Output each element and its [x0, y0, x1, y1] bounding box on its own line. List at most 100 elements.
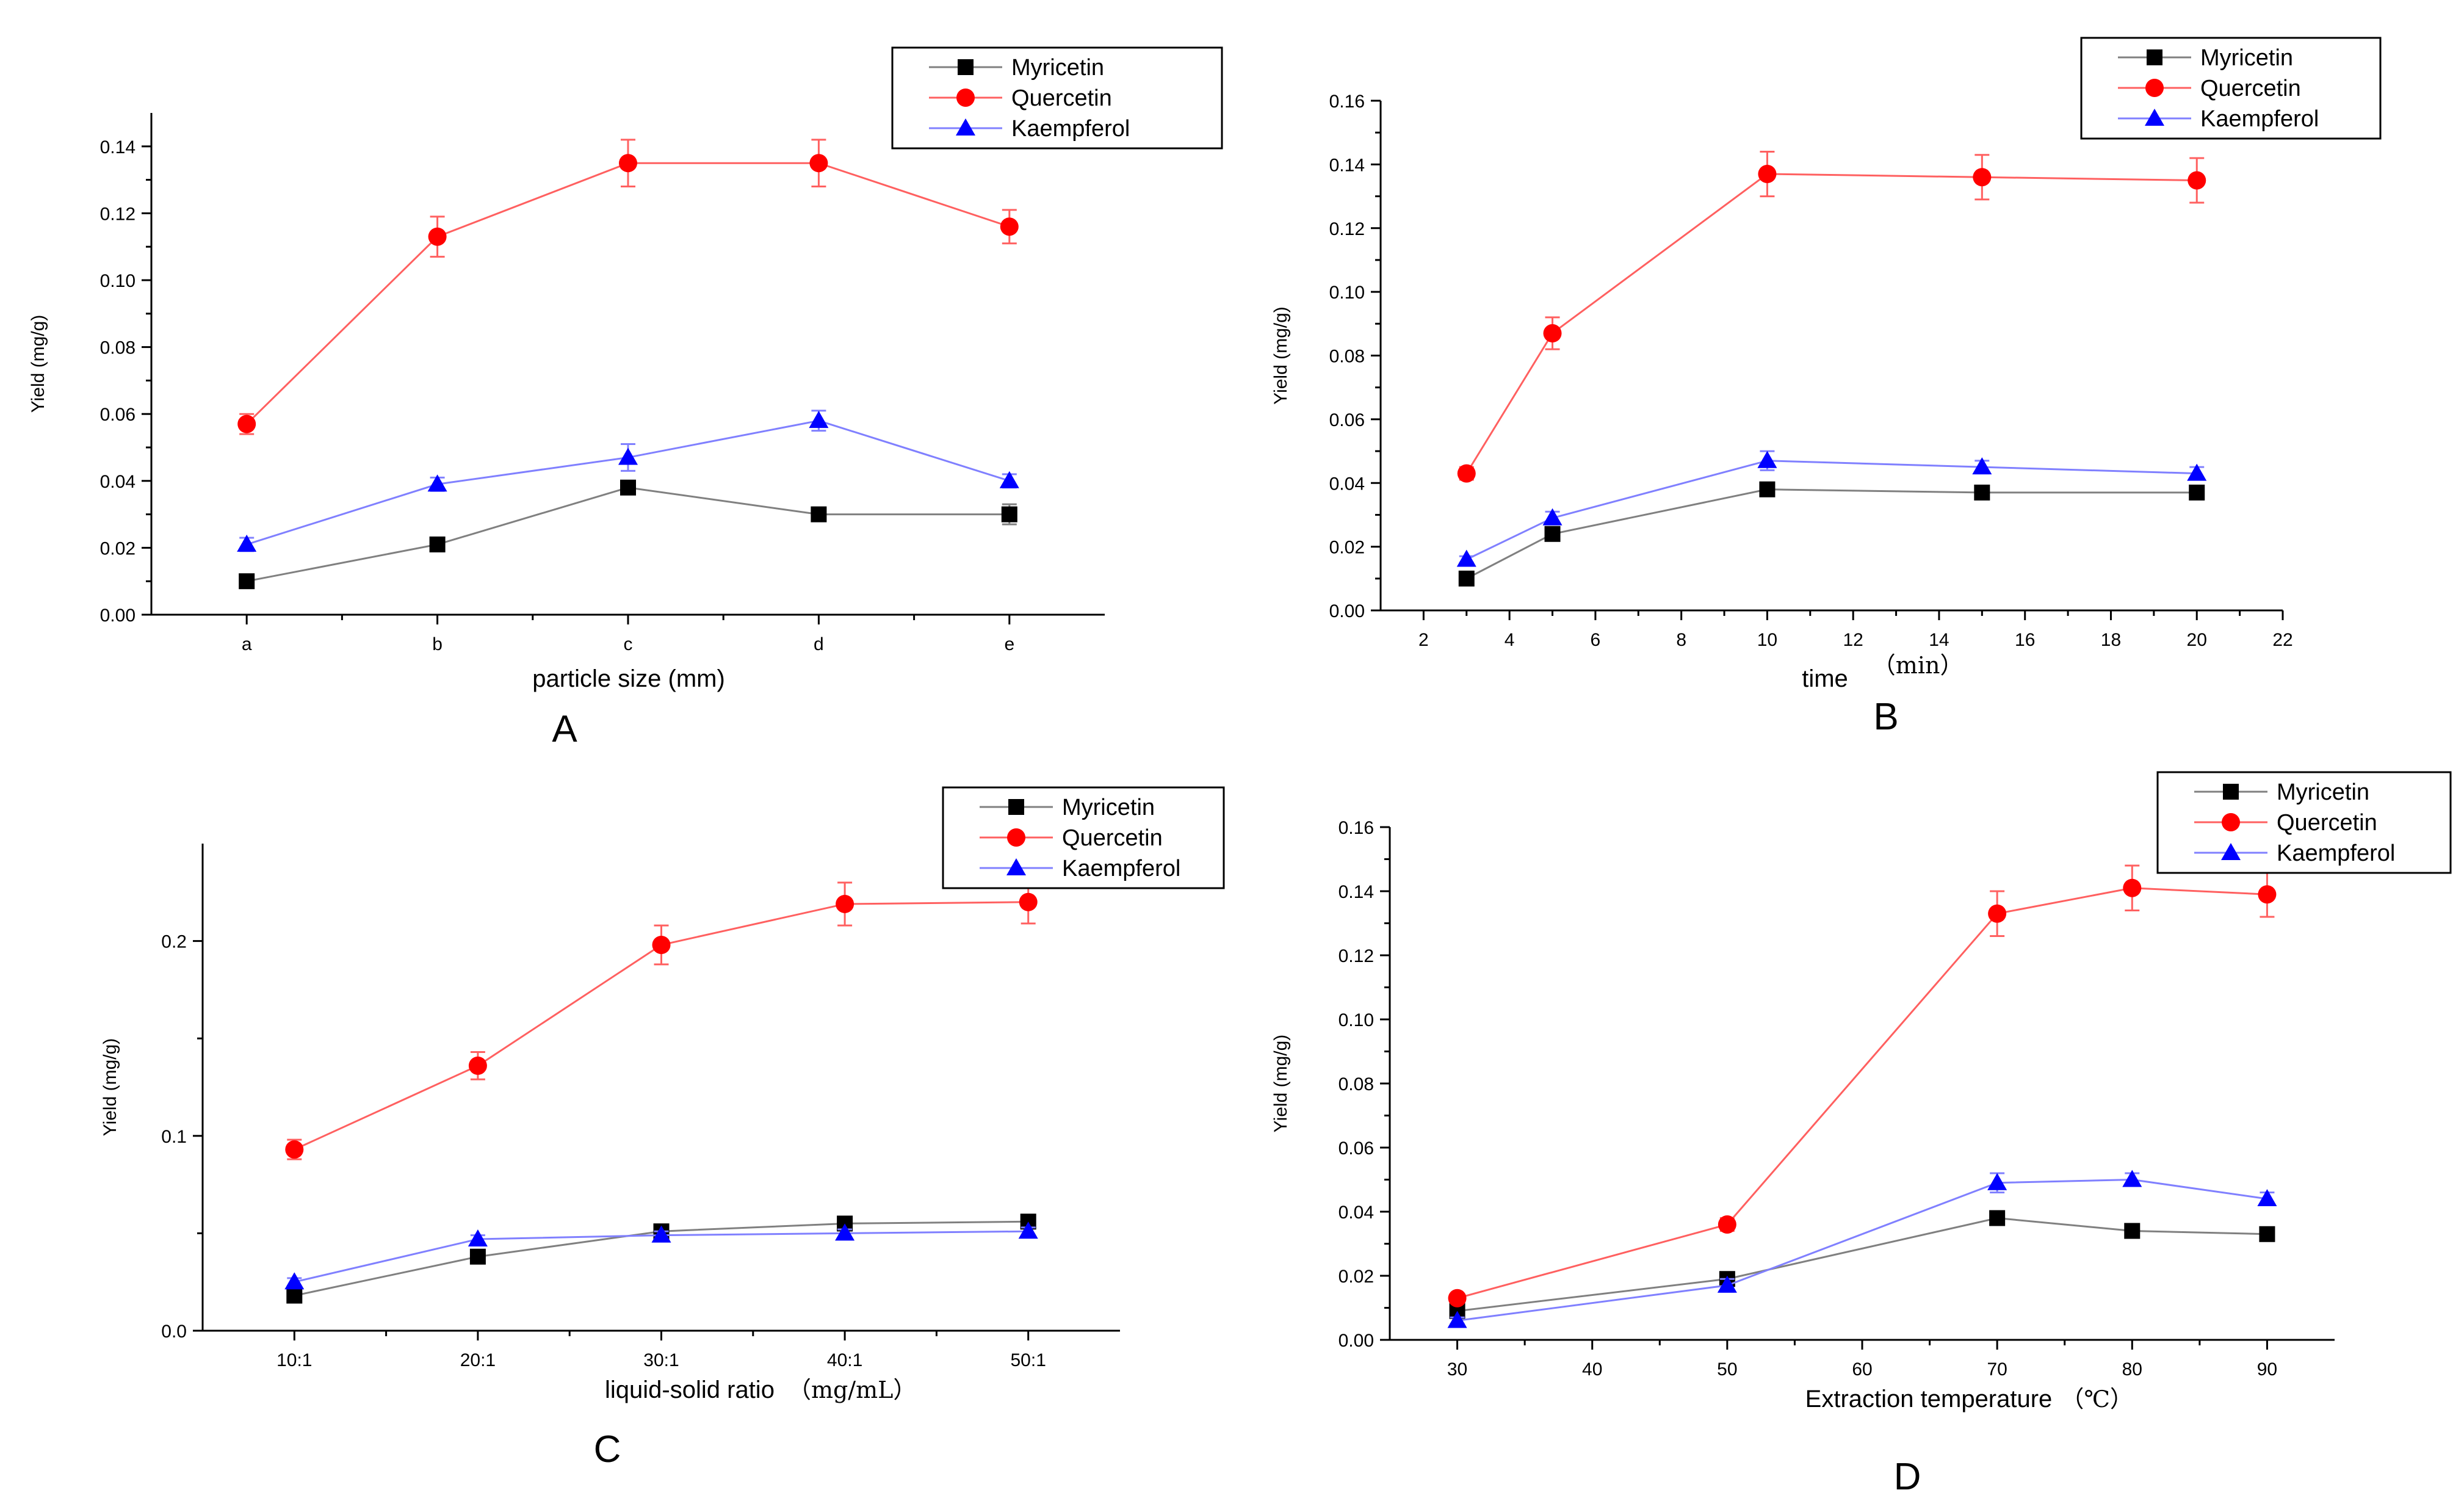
data-point	[468, 1229, 488, 1246]
legend-label: Quercetin	[2277, 810, 2377, 836]
data-point	[1543, 324, 1562, 342]
data-point	[1758, 165, 1777, 184]
x-tick-label: 20	[2187, 630, 2207, 650]
legend-marker	[1008, 799, 1024, 815]
data-point	[237, 414, 256, 433]
data-point	[1001, 506, 1017, 523]
series-quercetin	[1457, 151, 2206, 483]
data-point	[1972, 457, 1992, 475]
data-point	[835, 1223, 855, 1241]
x-axis-label: liquid-solid ratio	[605, 1376, 775, 1403]
panel-letter: C	[594, 1428, 621, 1470]
chart-panel-a: 0.00 0.02 0.04 0.06 0.08 0.10 0.12 0.14 a b c d e Yie…	[28, 46, 1223, 750]
data-point	[836, 894, 854, 913]
chart-panel-b: 0.00 0.02 0.04 0.06 0.08 0.10 0.12 0.14 0.16 2 4 6 8…	[1271, 37, 2382, 738]
legend-label: Kaempferol	[1062, 856, 1180, 881]
series-kaempferol	[1447, 1170, 2277, 1328]
data-point	[619, 154, 637, 173]
data-point	[618, 447, 638, 465]
x-tick-label: 18	[2101, 630, 2121, 650]
series-quercetin	[1448, 864, 2277, 1308]
data-point	[1973, 168, 1992, 187]
data-point	[2258, 885, 2277, 904]
x-tick-label: 30	[1447, 1359, 1467, 1380]
data-point	[1974, 484, 1990, 501]
series-line	[1466, 460, 2197, 560]
x-axis-label: particle size (mm)	[532, 665, 725, 692]
data-point	[284, 1272, 305, 1290]
x-tick-label: 30:1	[643, 1350, 679, 1370]
y-tick-label: 0.02	[1339, 1267, 1374, 1287]
x-tick-label: 40:1	[827, 1350, 862, 1370]
y-tick-label: 0.0	[161, 1322, 187, 1342]
data-point	[1018, 1221, 1038, 1239]
legend: Myricetin Quercetin Kaempferol	[2080, 37, 2382, 140]
legend-marker	[956, 89, 975, 107]
data-point	[2124, 1223, 2141, 1239]
y-tick-label: 0.00	[1329, 601, 1365, 621]
y-tick-label: 0.04	[1339, 1203, 1374, 1223]
legend: Myricetin Quercetin Kaempferol	[2156, 771, 2452, 874]
x-tick-label: 50	[1717, 1359, 1737, 1380]
legend-label: Myricetin	[2277, 780, 2369, 805]
legend-marker	[2221, 843, 2241, 860]
data-point	[1448, 1289, 1467, 1308]
legend-label: Kaempferol	[1011, 116, 1130, 142]
data-point	[427, 474, 447, 492]
x-tick-label: 12	[1843, 630, 1863, 650]
x-tick-label: 14	[1929, 630, 1949, 650]
series-line	[1466, 488, 2197, 580]
x-axis-label-unit: （mg/mL）	[788, 1376, 916, 1403]
data-point	[1544, 526, 1561, 542]
legend-marker	[956, 118, 975, 136]
legend-marker	[2145, 79, 2164, 97]
data-point	[1987, 1173, 2007, 1190]
legend-label: Quercetin	[1062, 825, 1163, 851]
y-tick-label: 0.10	[1339, 1010, 1374, 1030]
x-tick-label: 16	[2015, 630, 2035, 650]
legend-label: Kaempferol	[2277, 841, 2395, 866]
data-point	[2259, 1226, 2275, 1242]
y-tick-label: 0.10	[1329, 283, 1365, 303]
series-line	[1457, 1178, 2267, 1322]
series-kaempferol	[1456, 450, 2207, 567]
data-point	[620, 479, 636, 496]
legend-label: Quercetin	[1011, 85, 1112, 111]
y-tick-label: 0.08	[1339, 1074, 1374, 1094]
y-tick-label: 0.14	[100, 137, 135, 157]
y-tick-label: 0.14	[1329, 155, 1365, 175]
x-tick-label: 20:1	[460, 1350, 496, 1370]
series-myricetin	[1458, 481, 2205, 587]
data-point	[2187, 463, 2207, 481]
x-tick-label: d	[814, 634, 824, 654]
x-axis-label-unit: （℃）	[2061, 1386, 2133, 1413]
series-line	[1457, 887, 2267, 1300]
panel-letter: B	[1873, 696, 1898, 738]
series-quercetin	[237, 139, 1019, 435]
data-point	[1019, 892, 1038, 911]
data-point	[2188, 171, 2206, 190]
x-axis-label: Extraction temperature	[1805, 1386, 2053, 1413]
x-tick-label: 10	[1757, 630, 1777, 650]
data-point	[1000, 217, 1019, 236]
y-tick-label: 0.06	[1339, 1138, 1374, 1159]
data-point	[1757, 450, 1777, 468]
legend-marker	[2145, 109, 2164, 126]
data-point	[2257, 1189, 2277, 1206]
data-point	[469, 1248, 486, 1265]
series-kaempferol	[237, 410, 1019, 552]
x-tick-label: 50:1	[1011, 1350, 1046, 1370]
y-tick-label: 0.08	[100, 338, 135, 358]
x-tick-label: 6	[1591, 630, 1601, 650]
x-tick-label: c	[624, 634, 633, 654]
data-point	[651, 1225, 671, 1243]
data-point	[428, 227, 447, 246]
data-point	[809, 411, 829, 429]
data-point	[468, 1056, 487, 1075]
chart-panel-d: 0.00 0.02 0.04 0.06 0.08 0.10 0.12 0.14 0.16 30 40…	[1271, 771, 2452, 1498]
series-line	[1465, 173, 2197, 474]
x-tick-label: a	[242, 634, 252, 654]
x-axis-label-unit: （min）	[1873, 652, 1964, 679]
data-point	[809, 154, 828, 173]
